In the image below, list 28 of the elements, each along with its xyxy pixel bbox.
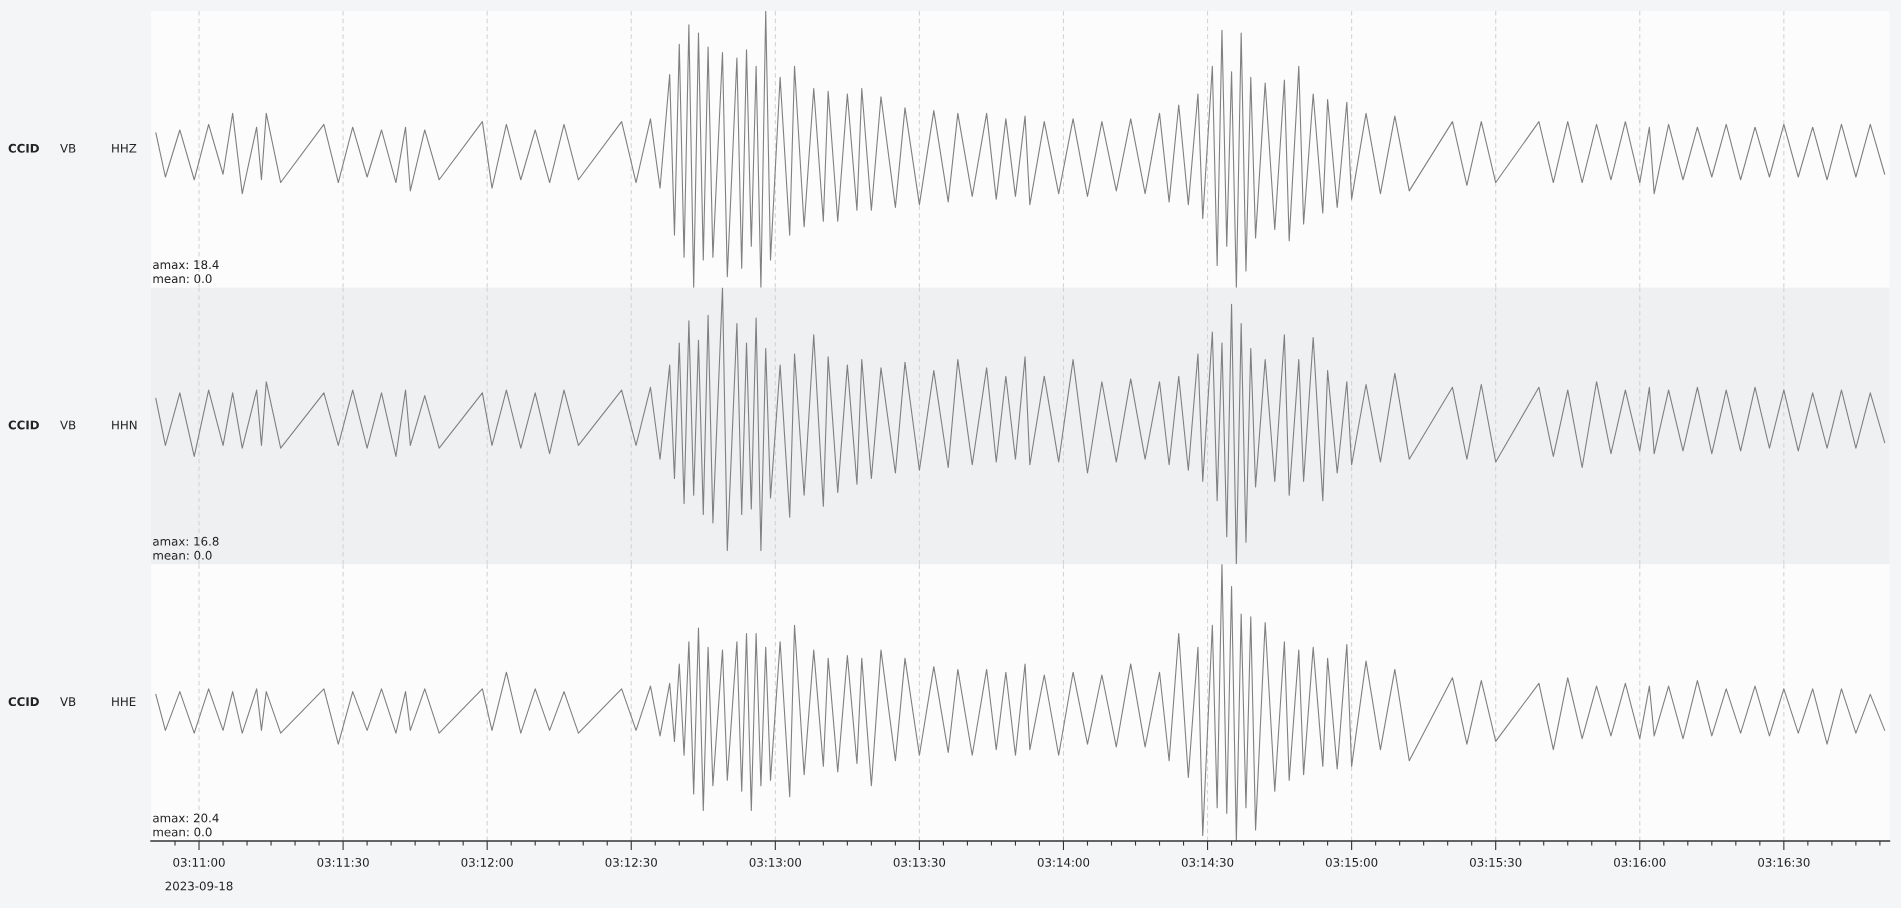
text: VB bbox=[60, 143, 76, 153]
text: HHE bbox=[112, 697, 136, 706]
annotation: mean: 0.0 bbox=[153, 550, 212, 560]
annotation: amax: 18.4 bbox=[153, 260, 219, 270]
x-tick-label: 03:11:30 bbox=[317, 857, 369, 867]
text: VB bbox=[60, 420, 76, 430]
x-tick-label: 03:16:30 bbox=[1758, 857, 1810, 867]
x-tick-label: 03:14:00 bbox=[1037, 857, 1090, 867]
x-tick-label: 03:13:30 bbox=[893, 857, 946, 867]
x-tick-label: 03:16:00 bbox=[1614, 857, 1666, 867]
x-tick-label: 03:14:30 bbox=[1181, 857, 1234, 867]
annotation: amax: 16.8 bbox=[153, 536, 219, 546]
text: HHZ bbox=[112, 143, 137, 153]
annotation: mean: 0.0 bbox=[153, 274, 212, 284]
annotation: mean: 0.0 bbox=[153, 827, 212, 837]
x-tick-label: 03:12:00 bbox=[461, 857, 513, 867]
text: CCID bbox=[8, 420, 39, 430]
text: CCID bbox=[8, 697, 39, 707]
annotation: amax: 20.4 bbox=[153, 813, 219, 823]
text: HHN bbox=[112, 420, 137, 430]
x-tick-label: 03:11:00 bbox=[173, 857, 225, 867]
x-tick-label: 03:12:30 bbox=[605, 857, 657, 867]
x-tick-label: 03:15:00 bbox=[1325, 857, 1378, 867]
x-tick-label: 03:13:00 bbox=[749, 857, 802, 867]
text: 2023-09-18 bbox=[165, 881, 233, 891]
text: CCID bbox=[8, 143, 39, 153]
text: VB bbox=[60, 697, 76, 706]
x-tick-label: 03:15:30 bbox=[1469, 857, 1522, 867]
